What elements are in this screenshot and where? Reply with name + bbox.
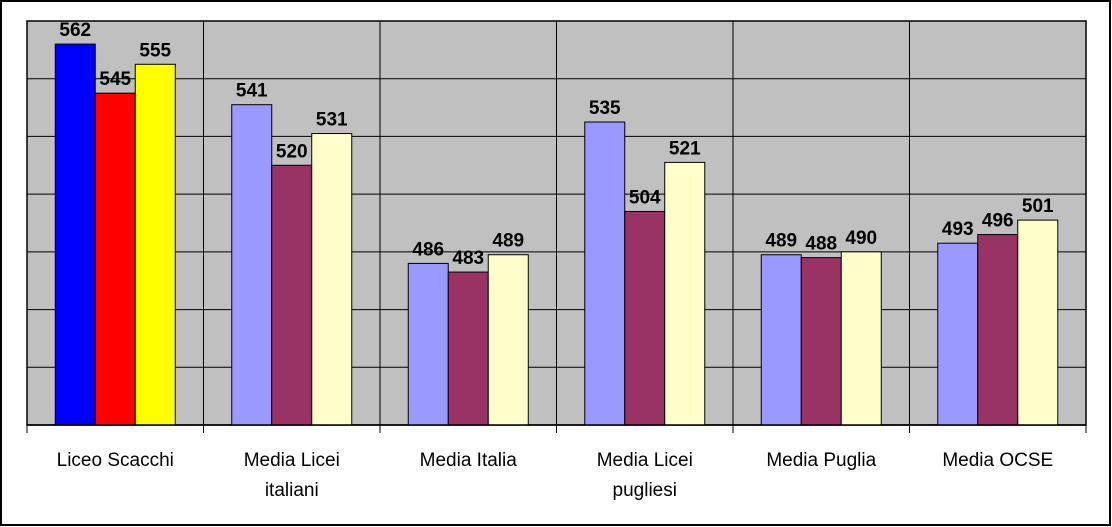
data-label: 545 [99, 69, 131, 90]
x-tick-label: Media Puglia [766, 450, 876, 471]
data-label: 496 [982, 211, 1014, 232]
bar [271, 164, 313, 426]
bar [977, 234, 1019, 426]
bar [311, 133, 353, 426]
bar [840, 251, 882, 426]
bar [447, 271, 489, 426]
data-label: 541 [236, 81, 268, 102]
data-label: 555 [139, 40, 171, 61]
bar [54, 43, 96, 426]
bar [487, 254, 529, 426]
data-label: 489 [492, 231, 524, 252]
bar [584, 121, 626, 426]
bar [1017, 219, 1059, 426]
data-label: 483 [452, 248, 484, 269]
data-label: 531 [316, 110, 348, 131]
x-tick-label: Liceo Scacchi [57, 450, 174, 471]
data-label: 535 [589, 98, 621, 119]
bar [134, 63, 176, 426]
bar [937, 242, 979, 426]
data-label: 488 [805, 234, 837, 255]
data-label: 520 [276, 141, 308, 162]
bar [407, 262, 449, 426]
data-label: 489 [765, 231, 797, 252]
bar [94, 92, 136, 426]
x-tick-label: Media Italia [420, 450, 518, 471]
data-label: 493 [942, 219, 974, 240]
data-label: 562 [59, 20, 91, 41]
data-label: 490 [845, 228, 877, 249]
data-label: 504 [629, 187, 661, 208]
x-tick-label: Media Licei [244, 450, 340, 471]
data-label: 486 [412, 239, 444, 260]
x-tick-label: Media OCSE [942, 450, 1053, 471]
bar [624, 210, 666, 426]
x-tick-label: Media Licei [597, 450, 693, 471]
data-label: 501 [1022, 196, 1054, 217]
x-tick-label: pugliesi [613, 480, 677, 501]
data-label: 521 [669, 138, 701, 159]
x-tick-label: italiani [265, 480, 319, 501]
bar [800, 257, 842, 426]
bar [231, 104, 273, 426]
bar [760, 254, 802, 426]
bar [664, 161, 706, 426]
